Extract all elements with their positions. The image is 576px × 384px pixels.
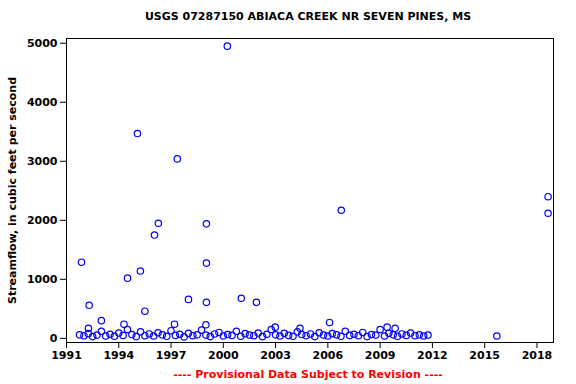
svg-text:2006: 2006 bbox=[313, 349, 344, 362]
svg-text:1991: 1991 bbox=[51, 349, 82, 362]
svg-text:1994: 1994 bbox=[103, 349, 134, 362]
html-text:---- Provisional Data Subject: ---- Provisional Data Subject to Revisio… bbox=[173, 368, 443, 381]
svg-text:5000: 5000 bbox=[27, 37, 58, 50]
svg-text:3000: 3000 bbox=[27, 155, 58, 168]
svg-text:2015: 2015 bbox=[469, 349, 500, 362]
svg-text:2018: 2018 bbox=[522, 349, 553, 362]
svg-text:2012: 2012 bbox=[417, 349, 448, 362]
svg-text:2000: 2000 bbox=[208, 349, 239, 362]
svg-text:2000: 2000 bbox=[27, 214, 58, 227]
svg-text:0: 0 bbox=[50, 332, 58, 345]
svg-text:Streamflow, in cubic feet per: Streamflow, in cubic feet per second bbox=[6, 77, 19, 304]
svg-text:2003: 2003 bbox=[260, 349, 291, 362]
svg-text:2009: 2009 bbox=[365, 349, 396, 362]
svg-text:1997: 1997 bbox=[156, 349, 187, 362]
html-text:USGS 07287150 ABIACA CREEK NR: USGS 07287150 ABIACA CREEK NR SEVEN PINE… bbox=[144, 10, 472, 23]
svg-text:1000: 1000 bbox=[27, 273, 58, 286]
svg-text:4000: 4000 bbox=[27, 96, 58, 109]
